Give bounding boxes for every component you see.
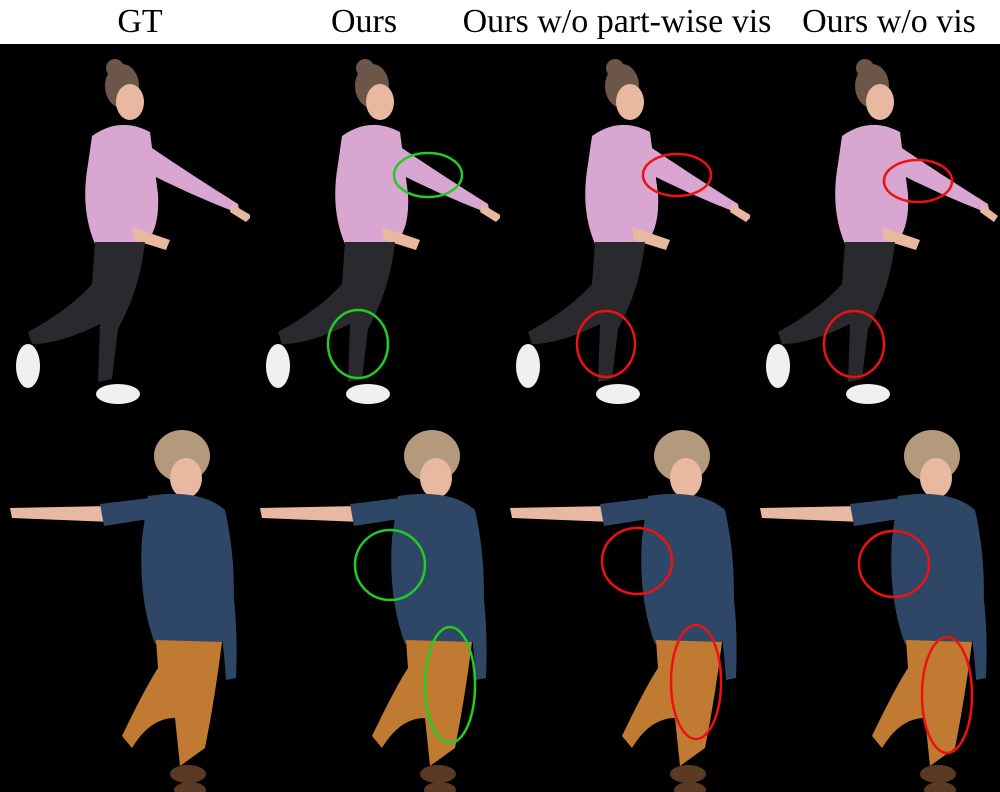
- error-circle-shoulder: [600, 526, 674, 596]
- highlight-circle-side: [423, 625, 477, 745]
- panel-row1-gt: [0, 44, 250, 418]
- panel-row2-wo-part-wise-vis: [500, 418, 750, 792]
- error-circle-shoulder: [857, 529, 931, 599]
- figure-render-blue-shirt: [260, 430, 487, 792]
- highlight-circle-shoulder: [353, 528, 427, 602]
- error-circle-leg: [575, 309, 637, 379]
- figure-render-blue-shirt: [10, 430, 237, 792]
- panel-row2-ours: [250, 418, 500, 792]
- header-ours-wo-part-wise-vis: Ours w/o part-wise vis: [462, 3, 772, 40]
- figure-render-blue-shirt: [760, 430, 987, 792]
- panel-row1-wo-vis: [750, 44, 1000, 418]
- header-ours-wo-vis: Ours w/o vis: [802, 3, 976, 40]
- panel-row1-ours: [250, 44, 500, 418]
- column-headers: GT Ours Ours w/o part-wise vis Ours w/o …: [0, 0, 1000, 44]
- figure-render-pink-runner: [266, 59, 500, 404]
- figure-render-pink-runner: [516, 59, 750, 404]
- header-ours: Ours: [330, 3, 398, 40]
- figure-render-pink-runner: [766, 59, 998, 404]
- panel-row2-gt: [0, 418, 250, 792]
- panel-row1-wo-part-wise-vis: [500, 44, 750, 418]
- error-circle-side: [920, 635, 974, 755]
- error-circle-arm: [882, 158, 954, 204]
- figure-render-blue-shirt: [510, 430, 737, 792]
- header-gt: GT: [117, 3, 163, 40]
- highlight-circle-leg: [326, 308, 390, 380]
- error-circle-arm: [641, 152, 713, 198]
- figure-render-pink-runner: [16, 59, 250, 404]
- image-grid: [0, 44, 1000, 792]
- error-circle-leg: [822, 309, 886, 379]
- highlight-circle-arm: [392, 151, 464, 199]
- panel-row2-wo-vis: [750, 418, 1000, 792]
- error-circle-side: [669, 623, 723, 741]
